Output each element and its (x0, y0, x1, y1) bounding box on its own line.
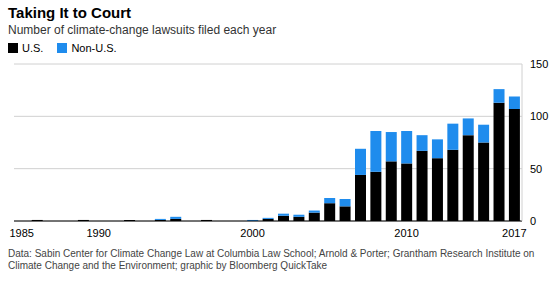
html-text:Taking It to Court: Taking It to Court (8, 4, 131, 21)
html-text:Non-U.S.: Non-U.S. (71, 42, 117, 54)
html-text:U.S.: U.S. (22, 42, 44, 54)
svg-text:2000: 2000 (240, 227, 264, 239)
svg-text:2010: 2010 (394, 227, 418, 239)
svg-text:2017: 2017 (502, 227, 526, 239)
html-text:Data: Sabin Center for Climate: Data: Sabin Center for Climate Change La… (8, 248, 535, 271)
svg-text:150: 150 (530, 58, 548, 70)
svg-text:50: 50 (530, 163, 542, 175)
svg-text:0: 0 (530, 215, 536, 227)
svg-text:1990: 1990 (86, 227, 110, 239)
html-text:Number of climate-change lawsu: Number of climate-change lawsuits filed … (8, 23, 277, 37)
svg-text:100: 100 (530, 110, 548, 122)
svg-text:1985: 1985 (9, 227, 33, 239)
